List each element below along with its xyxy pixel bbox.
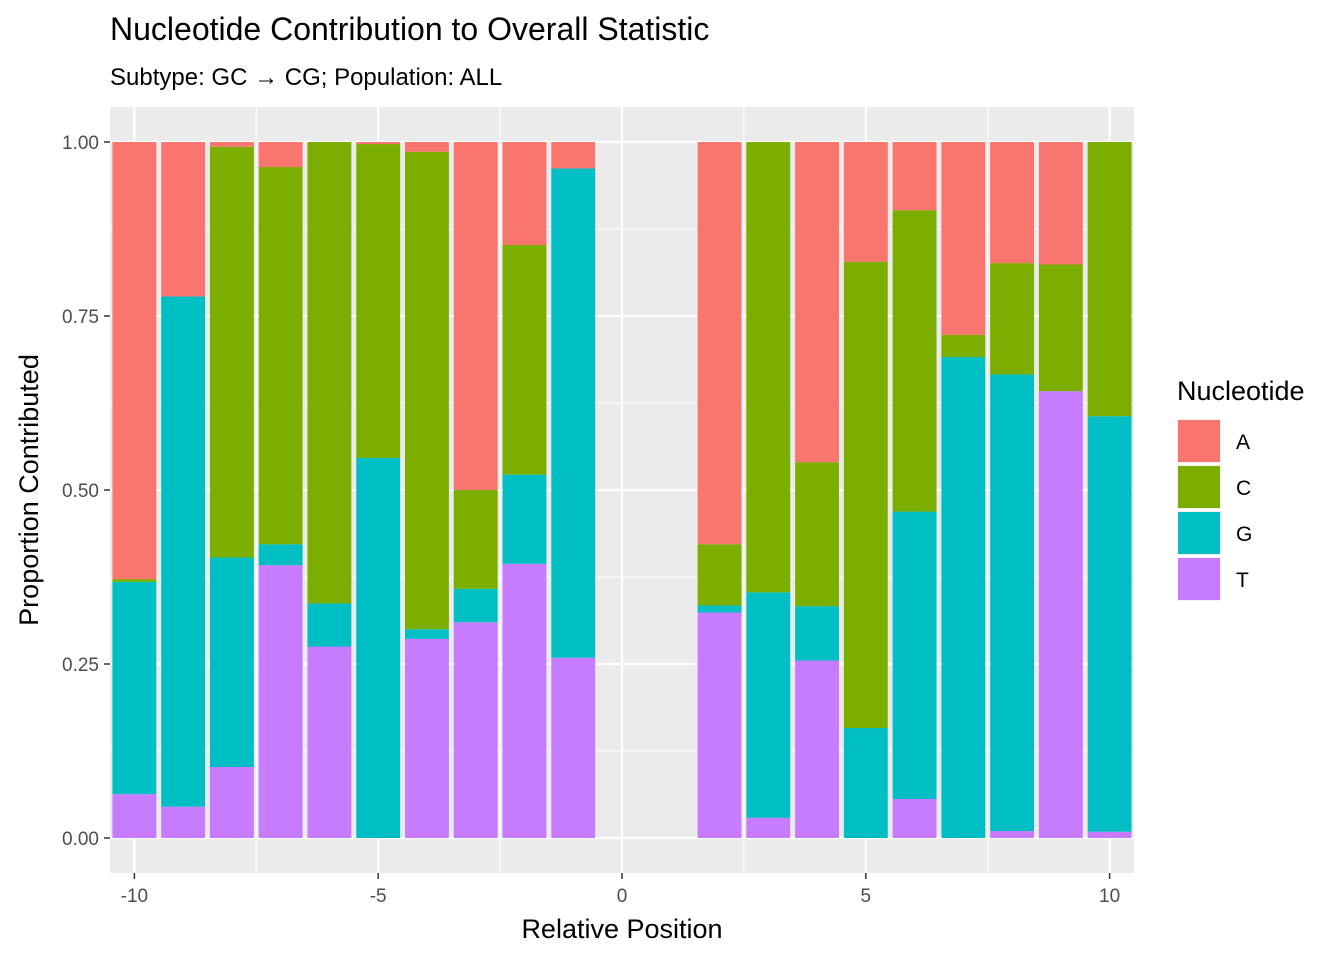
legend-swatch-a bbox=[1178, 420, 1220, 462]
bar-segment-t-pos-4 bbox=[795, 660, 839, 838]
bar-segment-g-pos-4 bbox=[795, 606, 839, 661]
bar-segment-t-pos--10 bbox=[112, 794, 157, 838]
bar-segment-g-pos-8 bbox=[990, 374, 1035, 832]
bar-segment-g-pos--7 bbox=[258, 544, 303, 566]
x-tick-label: 0 bbox=[617, 886, 628, 907]
bar-segment-g-pos--5 bbox=[356, 457, 401, 838]
y-tick-label: 1.00 bbox=[62, 133, 99, 154]
bar-segment-c-pos-5 bbox=[843, 261, 888, 729]
bar-segment-c-pos--7 bbox=[258, 167, 303, 545]
bar-segment-a-pos-8 bbox=[990, 142, 1035, 264]
x-tick-label: 10 bbox=[1099, 886, 1120, 907]
bar-segment-g-pos-3 bbox=[746, 592, 791, 818]
x-axis: -10 -5 0 5 10 bbox=[121, 873, 1120, 907]
bar-segment-a-pos--2 bbox=[502, 142, 547, 246]
bar-segment-t-pos--2 bbox=[502, 563, 547, 838]
bar-segment-a-pos--1 bbox=[551, 142, 596, 169]
bar-segment-c-pos-2 bbox=[697, 544, 742, 606]
bar-segment-a-pos-9 bbox=[1038, 142, 1083, 265]
bar-segment-t-pos-2 bbox=[697, 612, 742, 838]
y-tick-label: 0.25 bbox=[62, 655, 99, 676]
bar-segment-t-pos--7 bbox=[258, 565, 303, 838]
bar-segment-g-pos-10 bbox=[1087, 416, 1132, 832]
bar-segment-g-pos-2 bbox=[697, 605, 742, 613]
legend-label-g: G bbox=[1236, 523, 1252, 546]
chart-title: Nucleotide Contribution to Overall Stati… bbox=[110, 11, 709, 47]
bar-segment-a-pos--4 bbox=[405, 142, 449, 152]
bar-segment-t-pos--4 bbox=[405, 638, 449, 838]
x-tick-label: 5 bbox=[861, 886, 872, 907]
bar-segment-a-pos-5 bbox=[843, 142, 888, 262]
bar-segment-g-pos--10 bbox=[112, 581, 157, 795]
bar-segment-a-pos--5 bbox=[356, 142, 401, 145]
bar-segment-t-pos-8 bbox=[990, 831, 1035, 838]
bar-segment-g-pos--8 bbox=[209, 557, 254, 768]
bar-segment-t-pos--9 bbox=[161, 806, 206, 838]
bar-segment-g-pos-5 bbox=[843, 728, 888, 838]
y-axis-title: Proportion Contributed bbox=[14, 354, 44, 626]
bars-group bbox=[112, 142, 1132, 838]
bar-segment-g-pos--1 bbox=[551, 168, 596, 658]
bar-segment-t-pos--3 bbox=[453, 622, 498, 838]
legend-label-c: C bbox=[1236, 477, 1251, 500]
bar-segment-g-pos-7 bbox=[941, 357, 986, 838]
legend-label-t: T bbox=[1236, 569, 1249, 592]
y-tick-label: 0.75 bbox=[62, 307, 99, 328]
bar-segment-t-pos-9 bbox=[1038, 391, 1083, 838]
chart-subtitle: Subtype: GC → CG; Population: ALL bbox=[110, 64, 502, 91]
bar-segment-c-pos-7 bbox=[941, 334, 986, 358]
bar-segment-g-pos--3 bbox=[453, 588, 498, 623]
bar-segment-t-pos-3 bbox=[746, 817, 791, 838]
bar-segment-a-pos--7 bbox=[258, 142, 303, 168]
bar-segment-c-pos-3 bbox=[746, 142, 791, 593]
bar-segment-g-pos--9 bbox=[161, 296, 206, 807]
bar-segment-t-pos--8 bbox=[209, 767, 254, 838]
y-tick-label: 0.00 bbox=[62, 829, 99, 850]
bar-segment-g-pos--4 bbox=[405, 629, 449, 639]
legend-swatch-g bbox=[1178, 512, 1220, 554]
legend-label-a: A bbox=[1236, 431, 1250, 454]
legend-swatch-t bbox=[1178, 558, 1220, 600]
bar-segment-a-pos-4 bbox=[795, 142, 839, 463]
x-axis-title: Relative Position bbox=[521, 914, 722, 944]
bar-segment-a-pos--3 bbox=[453, 142, 498, 490]
bar-segment-a-pos--10 bbox=[112, 142, 157, 580]
bar-segment-a-pos--8 bbox=[209, 142, 254, 147]
bar-segment-c-pos--10 bbox=[112, 579, 157, 582]
bar-segment-a-pos--9 bbox=[161, 142, 206, 297]
bar-segment-c-pos-9 bbox=[1038, 264, 1083, 392]
bar-segment-c-pos--6 bbox=[307, 142, 352, 604]
bar-segment-c-pos-6 bbox=[892, 210, 937, 512]
x-tick-label: -5 bbox=[370, 886, 387, 907]
y-tick-label: 0.50 bbox=[62, 481, 99, 502]
bar-segment-g-pos--6 bbox=[307, 603, 352, 647]
bar-segment-c-pos--4 bbox=[405, 151, 449, 630]
legend-title: Nucleotide bbox=[1177, 376, 1305, 406]
bar-segment-t-pos-6 bbox=[892, 799, 937, 838]
bar-segment-a-pos-7 bbox=[941, 142, 986, 335]
bar-segment-c-pos-8 bbox=[990, 263, 1035, 375]
bar-segment-c-pos--2 bbox=[502, 245, 547, 475]
x-tick-label: -10 bbox=[121, 886, 148, 907]
bar-segment-t-pos--1 bbox=[551, 657, 596, 838]
bar-segment-g-pos--2 bbox=[502, 474, 547, 564]
bar-segment-c-pos--3 bbox=[453, 490, 498, 589]
bar-segment-c-pos--8 bbox=[209, 146, 254, 558]
bar-segment-t-pos--6 bbox=[307, 646, 352, 838]
bar-segment-a-pos-6 bbox=[892, 142, 937, 211]
bar-segment-c-pos-10 bbox=[1087, 142, 1132, 417]
bar-segment-c-pos--5 bbox=[356, 144, 401, 458]
legend-swatch-c bbox=[1178, 466, 1220, 508]
y-axis: 0.00 0.25 0.50 0.75 1.00 bbox=[62, 133, 110, 850]
bar-segment-g-pos-6 bbox=[892, 511, 937, 800]
bar-segment-c-pos-4 bbox=[795, 462, 839, 607]
bar-segment-t-pos-10 bbox=[1087, 831, 1132, 838]
bar-segment-a-pos-2 bbox=[697, 142, 742, 545]
